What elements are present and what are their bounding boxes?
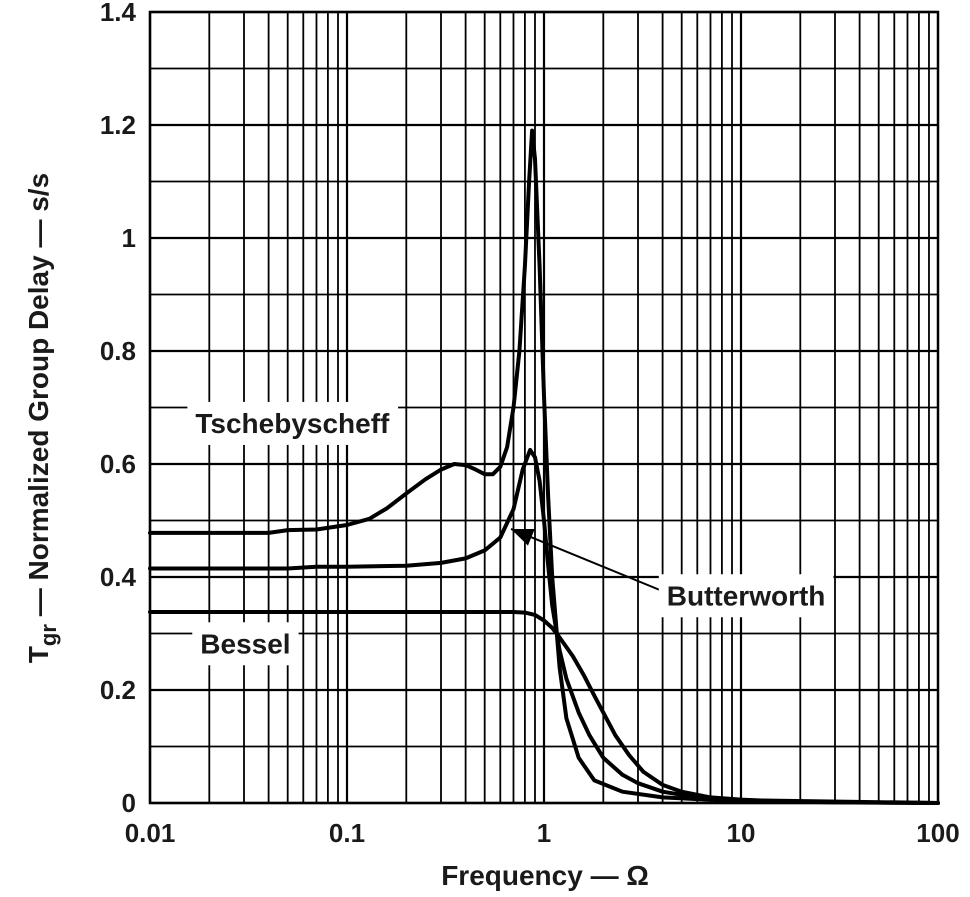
y-axis-label-sub: gr [36, 624, 61, 646]
x-tick-label: 10 [727, 818, 756, 848]
series-label-bg-bessel [192, 622, 299, 666]
curves [148, 128, 940, 805]
series-line-tschebyscheff [148, 128, 940, 805]
series-label-bg-butterworth [658, 574, 834, 618]
annotations: Tschebyscheff Butterworth Bessel [187, 401, 834, 666]
x-tick-label: 1 [537, 818, 551, 848]
x-tick-label: 0.01 [125, 818, 176, 848]
series-line-bessel [148, 610, 940, 805]
plot-frame [148, 10, 940, 805]
y-tick-label: 0.6 [100, 449, 136, 479]
x-tick-labels: 0.01 0.1 1 10 100 [125, 818, 960, 848]
y-tick-label: 0.4 [100, 562, 137, 592]
x-axis-label: Frequency — Ω [441, 860, 649, 891]
x-tick-label: 100 [916, 818, 959, 848]
y-tick-label: 0.8 [100, 336, 136, 366]
y-axis-label: Tgr — Normalized Group Delay — s/s [23, 173, 61, 663]
x-tick-label: 0.1 [329, 818, 365, 848]
arrowhead-butterworth [511, 528, 535, 546]
y-tick-label: 1 [122, 223, 136, 253]
series-label-tschebyscheff: Tschebyscheff [195, 408, 390, 439]
series-label-bg-tschebyscheff [187, 401, 399, 445]
y-tick-label: 0 [122, 788, 136, 818]
series-label-bessel: Bessel [200, 628, 290, 659]
y-axis-label-rest: — Normalized Group Delay — s/s [23, 173, 54, 624]
series-label-butterworth: Butterworth [667, 580, 826, 611]
y-tick-label: 1.2 [100, 110, 136, 140]
arrow-line-butterworth [510, 528, 663, 593]
y-tick-label: 0.2 [100, 675, 136, 705]
series-line-butterworth [148, 447, 940, 805]
y-tick-label: 1.4 [100, 0, 137, 27]
y-axis-label-main: T [23, 646, 54, 663]
y-tick-labels: 0 0.2 0.4 0.6 0.8 1 1.2 1.4 [100, 0, 137, 818]
